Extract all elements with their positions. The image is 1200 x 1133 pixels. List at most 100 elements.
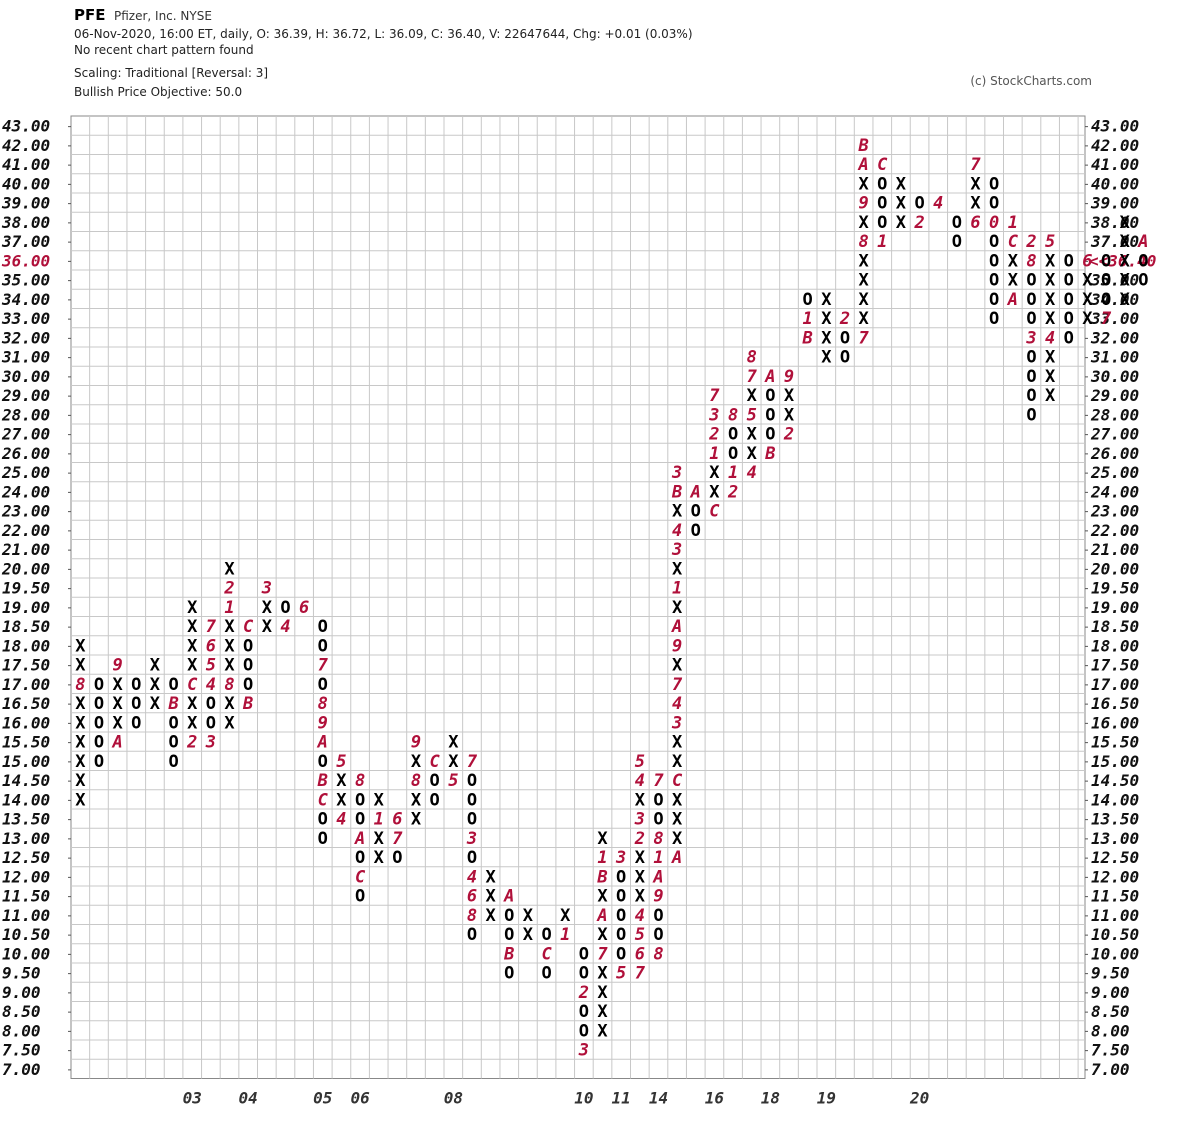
pnf-o-box: 3 bbox=[615, 848, 626, 868]
pnf-o-box: O bbox=[504, 925, 514, 945]
pnf-o-box: O bbox=[94, 752, 104, 772]
pnf-o-box: O bbox=[1101, 271, 1111, 291]
pnf-o-box: 4 bbox=[206, 675, 216, 695]
pnf-x-box: X bbox=[672, 598, 683, 618]
y-tick-label-right: 27.00 bbox=[1090, 425, 1139, 444]
x-tick-label: 03 bbox=[183, 1089, 202, 1108]
pnf-x-box: X bbox=[75, 713, 86, 733]
pnf-x-box: X bbox=[709, 482, 720, 502]
pnf-o-box: O bbox=[355, 810, 365, 830]
pnf-o-box: O bbox=[467, 810, 477, 830]
x-tick-label: 05 bbox=[313, 1089, 332, 1108]
pnf-o-box: O bbox=[1026, 367, 1036, 387]
pnf-x-box: X bbox=[597, 964, 608, 984]
pnf-x-box: 7 bbox=[597, 944, 608, 964]
pnf-o-box: O bbox=[1026, 348, 1036, 368]
pnf-x-box: 1 bbox=[709, 444, 719, 464]
pnf-x-box: 1 bbox=[560, 925, 570, 945]
y-tick-label-right: 43.00 bbox=[1091, 117, 1139, 136]
y-tick-label-left: 16.00 bbox=[2, 713, 50, 732]
pnf-x-box: 6 bbox=[635, 944, 645, 964]
pnf-x-box: X bbox=[784, 386, 795, 406]
pnf-x-box: X bbox=[1082, 309, 1093, 329]
pnf-o-box: O bbox=[430, 771, 440, 791]
pnf-x-box: X bbox=[113, 713, 124, 733]
pnf-x-box: X bbox=[1045, 367, 1056, 387]
pnf-x-box: X bbox=[635, 790, 646, 810]
y-tick-label-left: 43.00 bbox=[2, 117, 50, 136]
pnf-o-box: O bbox=[318, 829, 328, 849]
y-tick-label-left: 41.00 bbox=[2, 155, 50, 174]
pnf-x-box: X bbox=[374, 848, 385, 868]
chart-header: PFE Pfizer, Inc. NYSE 06-Nov-2020, 16:00… bbox=[74, 4, 1194, 114]
y-tick-label-right: 9.50 bbox=[1091, 964, 1130, 983]
pnf-x-box: 5 bbox=[635, 752, 645, 772]
y-tick-label-left: 37.00 bbox=[1, 232, 50, 251]
y-tick-label-right: 18.00 bbox=[1091, 636, 1139, 655]
pnf-x-box: 1 bbox=[1008, 213, 1018, 233]
y-tick-label-right: 10.00 bbox=[1091, 944, 1139, 963]
pnf-o-box: O bbox=[653, 906, 663, 926]
y-tick-label-right: 11.50 bbox=[1091, 887, 1139, 906]
pnf-o-box: O bbox=[1026, 271, 1036, 291]
pnf-x-box: 7 bbox=[859, 328, 870, 348]
y-tick-label-left: 34.00 bbox=[1, 290, 50, 309]
pnf-o-box: 2 bbox=[839, 309, 850, 329]
y-tick-label-left: 7.00 bbox=[2, 1060, 41, 1079]
pnf-o-box: O bbox=[877, 213, 887, 233]
pnf-o-box: O bbox=[1138, 251, 1148, 271]
pnf-x-box: X bbox=[448, 733, 459, 753]
pnf-x-box: 7 bbox=[672, 675, 683, 695]
pnf-x-box: A bbox=[1007, 290, 1018, 310]
pnf-o-box: 6 bbox=[392, 810, 402, 830]
pnf-o-box: O bbox=[1064, 328, 1074, 348]
y-tick-label-right: 15.00 bbox=[1091, 752, 1139, 771]
pnf-x-box: X bbox=[747, 425, 758, 445]
pnf-o-box: 8 bbox=[653, 944, 663, 964]
pnf-o-box: O bbox=[318, 617, 328, 637]
pnf-x-box: C bbox=[709, 502, 720, 522]
pnf-x-box: X bbox=[75, 636, 86, 656]
pnf-o-box: O bbox=[877, 174, 887, 194]
pnf-o-box: 1 bbox=[728, 463, 738, 483]
pnf-o-box: 4 bbox=[467, 867, 477, 887]
y-tick-label-right: 30.00 bbox=[1090, 367, 1139, 386]
y-tick-label-left: 28.00 bbox=[1, 405, 50, 424]
pnf-x-box: X bbox=[75, 771, 86, 791]
pnf-o-box: C bbox=[318, 790, 329, 810]
pnf-o-box: O bbox=[840, 328, 850, 348]
pnf-o-box: B bbox=[167, 694, 178, 714]
pnf-x-box: X bbox=[896, 213, 907, 233]
pnf-o-box: 2 bbox=[578, 983, 589, 1003]
y-tick-label-left: 35.00 bbox=[1, 271, 50, 290]
pnf-x-box: 1 bbox=[672, 579, 682, 599]
pnf-o-box: O bbox=[1064, 251, 1074, 271]
pnf-x-box: X bbox=[187, 694, 198, 714]
pnf-o-box: 8 bbox=[1026, 251, 1036, 271]
pnf-o-box: O bbox=[206, 694, 216, 714]
pnf-x-box: X bbox=[187, 636, 198, 656]
pnf-o-box: O bbox=[989, 290, 999, 310]
y-tick-label-right: 18.50 bbox=[1091, 617, 1139, 636]
pnf-x-box: 6 bbox=[1082, 251, 1092, 271]
pnf-o-box: O bbox=[653, 790, 663, 810]
pnf-x-box: X bbox=[672, 559, 683, 579]
y-tick-label-right: 7.50 bbox=[1091, 1041, 1130, 1060]
y-tick-label-right: 26.00 bbox=[1090, 444, 1139, 463]
y-tick-label-right: 38.00 bbox=[1090, 213, 1139, 232]
y-tick-label-left: 17.50 bbox=[2, 656, 50, 675]
y-tick-label-left: 21.00 bbox=[1, 540, 50, 559]
pnf-x-box: 8 bbox=[75, 675, 85, 695]
pnf-x-box: X bbox=[1120, 251, 1131, 271]
pnf-x-box: B bbox=[858, 136, 869, 156]
pnf-o-box: 3 bbox=[205, 733, 216, 753]
y-tick-label-right: 37.00 bbox=[1090, 232, 1139, 251]
pnf-x-box: X bbox=[1082, 290, 1093, 310]
pnf-o-box: O bbox=[1026, 405, 1036, 425]
pnf-x-box: X bbox=[635, 887, 646, 907]
pnf-x-box: X bbox=[336, 790, 347, 810]
y-tick-label-left: 14.50 bbox=[2, 771, 50, 790]
pnf-x-box: X bbox=[635, 848, 646, 868]
pnf-x-box: 9 bbox=[672, 636, 682, 656]
pnf-x-box: 3 bbox=[634, 810, 645, 830]
